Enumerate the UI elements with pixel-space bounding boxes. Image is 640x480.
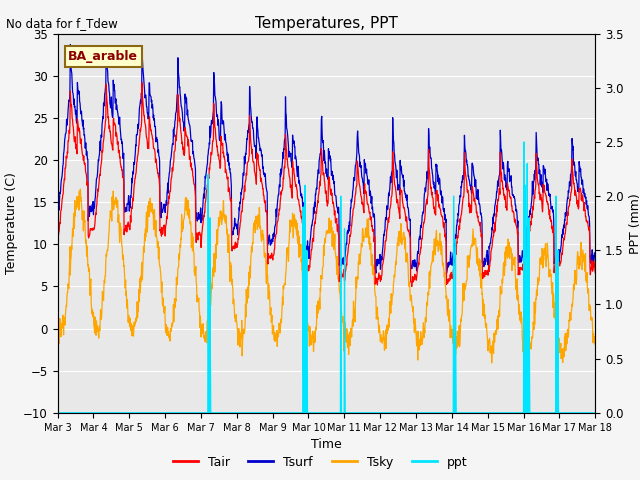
Title: Temperatures, PPT: Temperatures, PPT <box>255 16 398 31</box>
X-axis label: Time: Time <box>311 438 342 451</box>
Text: No data for f_Tdew: No data for f_Tdew <box>6 17 118 30</box>
Y-axis label: Temperature (C): Temperature (C) <box>4 172 17 274</box>
Y-axis label: PPT (mm): PPT (mm) <box>629 193 640 253</box>
Legend: Tair, Tsurf, Tsky, ppt: Tair, Tsurf, Tsky, ppt <box>168 451 472 474</box>
Text: BA_arable: BA_arable <box>68 50 138 63</box>
